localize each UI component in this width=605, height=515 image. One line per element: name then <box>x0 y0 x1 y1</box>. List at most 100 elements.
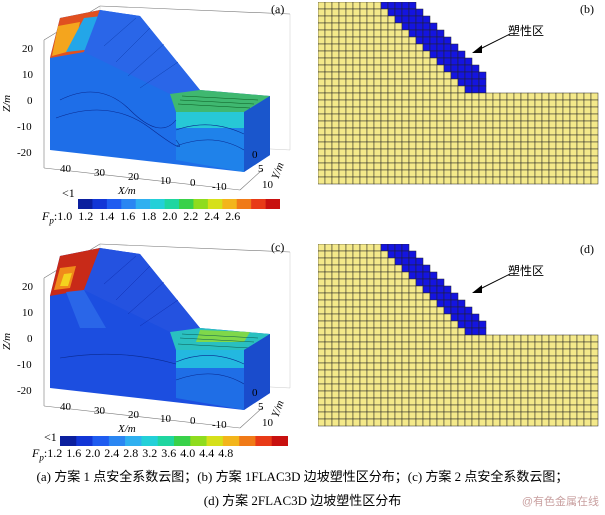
mesh-cell <box>318 141 326 150</box>
mesh-cell <box>520 376 529 385</box>
plastic-zone-cell <box>464 71 473 80</box>
mesh-cell <box>331 155 340 164</box>
mesh-cell <box>492 334 501 343</box>
mesh-cell <box>590 383 599 392</box>
mesh-cell <box>541 148 550 157</box>
mesh-cell <box>352 71 361 80</box>
mesh-cell <box>506 148 515 157</box>
mesh-cell <box>408 390 417 399</box>
mesh-cell <box>499 355 508 364</box>
mesh-cell <box>436 127 445 136</box>
mesh-cell <box>450 383 459 392</box>
mesh-cell <box>324 313 333 322</box>
mesh-cell <box>401 362 410 371</box>
mesh-cell <box>324 78 333 87</box>
mesh-cell <box>394 162 403 171</box>
mesh-cell <box>499 397 508 406</box>
mesh-cell <box>394 134 403 143</box>
mesh-cell <box>380 390 389 399</box>
mesh-cell <box>415 320 424 329</box>
legend-color-swatch <box>92 436 110 446</box>
mesh-cell <box>415 355 424 364</box>
mesh-cell <box>576 113 585 122</box>
mesh-cell <box>534 141 543 150</box>
mesh-cell <box>436 362 445 371</box>
mesh-cell <box>590 390 599 399</box>
legend-color-swatch <box>164 199 180 209</box>
mesh-cell <box>471 355 480 364</box>
mesh-cell <box>576 99 585 108</box>
mesh-cell <box>338 8 347 17</box>
mesh-cell <box>499 376 508 385</box>
mesh-cell <box>450 120 459 129</box>
mesh-cell <box>513 169 522 178</box>
mesh-cell <box>527 141 536 150</box>
plastic-zone-cell <box>415 8 424 17</box>
mesh-cell <box>331 85 340 94</box>
mesh-cell <box>457 383 466 392</box>
mesh-cell <box>401 106 410 115</box>
plastic-zone-cell <box>429 271 438 280</box>
mesh-cell <box>359 306 368 315</box>
mesh-cell <box>366 244 375 252</box>
mesh-cell <box>583 390 592 399</box>
mesh-cell <box>359 127 368 136</box>
mesh-cell <box>534 134 543 143</box>
mesh-cell <box>331 127 340 136</box>
mesh-cell <box>527 162 536 171</box>
mesh-cell <box>352 99 361 108</box>
mesh-cell <box>324 264 333 273</box>
mesh-cell <box>380 43 389 52</box>
mesh-cell <box>492 355 501 364</box>
plastic-zone-cell <box>471 327 480 336</box>
mesh-cell <box>408 78 417 87</box>
mesh-cell <box>450 348 459 357</box>
mesh-cell <box>352 411 361 420</box>
mesh-cell <box>562 148 571 157</box>
mesh-cell <box>366 15 375 24</box>
mesh-cell <box>394 271 403 280</box>
mesh-cell <box>345 29 354 38</box>
mesh-cell <box>408 397 417 406</box>
mesh-cell <box>527 369 536 378</box>
mesh-cell <box>583 113 592 122</box>
mesh-cell <box>318 29 326 38</box>
mesh-cell <box>443 106 452 115</box>
mesh-cell <box>345 120 354 129</box>
mesh-cell <box>345 411 354 420</box>
mesh-cell <box>373 127 382 136</box>
panel-b-tag: (b) <box>580 2 594 16</box>
mesh-cell <box>471 341 480 350</box>
mesh-cell <box>499 418 508 427</box>
mesh-cell <box>401 92 410 101</box>
mesh-cell <box>380 348 389 357</box>
mesh-cell <box>541 362 550 371</box>
mesh-cell <box>485 169 494 178</box>
mesh-cell <box>485 113 494 122</box>
legend-tick-label: 1.8 <box>141 209 157 223</box>
mesh-cell <box>429 162 438 171</box>
mesh-cell <box>352 162 361 171</box>
mesh-cell <box>590 404 599 413</box>
mesh-cell <box>345 418 354 427</box>
plastic-zone-cell <box>422 36 431 45</box>
mesh-cell <box>506 341 515 350</box>
mesh-cell <box>394 404 403 413</box>
mesh-cell <box>590 134 599 143</box>
mesh-cell <box>373 264 382 273</box>
mesh-cell <box>345 362 354 371</box>
mesh-cell <box>443 155 452 164</box>
mesh-cell <box>408 162 417 171</box>
mesh-cell <box>478 418 487 427</box>
mesh-cell <box>324 64 333 73</box>
mesh-cell <box>387 271 396 280</box>
mesh-cell <box>415 292 424 301</box>
mesh-cell <box>318 348 326 357</box>
mesh-cell <box>478 362 487 371</box>
plastic-zone-cell <box>436 57 445 66</box>
mesh-cell <box>457 404 466 413</box>
mesh-cell <box>318 271 326 280</box>
mesh-cell <box>520 99 529 108</box>
mesh-cell <box>429 85 438 94</box>
mesh-cell <box>345 169 354 178</box>
